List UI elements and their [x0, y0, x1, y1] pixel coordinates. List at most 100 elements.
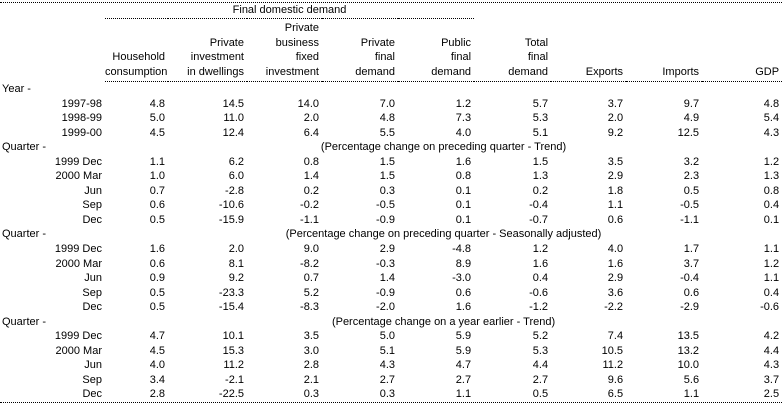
value-cell: 13.5: [677, 330, 700, 343]
column-header-exports: Exports: [551, 18, 627, 82]
data-row: Jun 0.9 9.2 0.7 1.4 -3.0 0.4 2.9 -0.4 1.1: [0, 271, 782, 286]
data-row: Sep 0.6 -10.6 -0.2 -0.5 0.1 -0.4 1.1 -0.5 0.4: [0, 198, 782, 213]
value-cell: 14.5: [222, 97, 244, 110]
value-cell: 1.6: [149, 243, 165, 256]
value-cell: 3.5: [607, 155, 624, 168]
value-cell: 4.3: [379, 359, 395, 372]
value-cell: 2.0: [228, 243, 244, 256]
value-cell: 0.5: [149, 286, 165, 299]
value-cell: 2.0: [607, 112, 624, 125]
value-cell: 4.0: [149, 359, 165, 372]
value-cell: 1.6: [455, 155, 472, 168]
value-cell: 11.2: [223, 359, 244, 372]
data-row: 1999 Dec 4.7 10.1 3.5 5.0 5.9 5.2 7.4 13.5 4.2: [0, 329, 782, 344]
value-cell: 1.2: [532, 243, 549, 256]
value-cell: -15.9: [218, 213, 244, 226]
value-cell: -3.0: [452, 272, 472, 285]
value-cell: 1.6: [455, 301, 472, 314]
section-subtitle: (Percentage change on preceding quarter …: [320, 141, 567, 154]
value-cell: 0.8: [763, 184, 780, 197]
value-cell: 5.2: [532, 330, 549, 343]
row-label: 1999 Dec: [54, 330, 102, 343]
column-header-row: Household consumption Private investment…: [0, 18, 782, 82]
section-header-row: Quarter - (Percentage change on preceding…: [0, 227, 782, 242]
value-cell: 5.9: [455, 344, 472, 357]
row-label: Dec: [82, 213, 102, 226]
value-cell: 2.9: [607, 170, 624, 183]
value-cell: -4.8: [452, 243, 472, 256]
row-label: 2000 Mar: [55, 257, 102, 270]
value-cell: 1.6: [607, 257, 624, 270]
value-cell: 5.4: [763, 112, 780, 125]
value-cell: 0.1: [455, 184, 472, 197]
row-label: Dec: [82, 301, 102, 314]
value-cell: 1.5: [379, 170, 395, 183]
value-cell: 0.4: [763, 199, 780, 212]
value-cell: 9.2: [228, 272, 244, 285]
value-cell: 4.4: [763, 344, 780, 357]
value-cell: 5.0: [379, 330, 395, 343]
value-cell: -22.5: [218, 388, 244, 401]
value-cell: 0.9: [149, 272, 165, 285]
column-header-private-final-demand: Private final demand: [322, 18, 398, 82]
value-cell: 6.0: [228, 170, 244, 183]
data-row: 1998-99 5.0 11.0 2.0 4.8 7.3 5.3 2.0 4.9 5.4: [0, 111, 782, 126]
value-cell: 4.5: [149, 344, 165, 357]
row-label: Sep: [82, 373, 102, 386]
row-label: 2000 Mar: [55, 344, 102, 357]
group-header-row: Final domestic demand: [0, 3, 782, 19]
value-cell: 0.6: [683, 286, 700, 299]
value-cell: 1.0: [149, 170, 165, 183]
value-cell: 4.8: [379, 112, 395, 125]
value-cell: -2.9: [680, 301, 700, 314]
row-label: 1999 Dec: [54, 155, 102, 168]
section-header-row: Quarter - (Percentage change on preceding…: [0, 140, 782, 155]
data-row: Jun 4.0 11.2 2.8 4.3 4.7 4.4 11.2 10.0 4.3: [0, 358, 782, 373]
value-cell: 4.5: [149, 126, 165, 139]
value-cell: 1.5: [379, 155, 395, 168]
value-cell: 0.5: [149, 213, 165, 226]
value-cell: 10.0: [677, 359, 700, 372]
value-cell: 1.3: [763, 170, 780, 183]
value-cell: 0.2: [303, 184, 319, 197]
data-row: Jun 0.7 -2.8 0.2 0.3 0.1 0.2 1.8 0.5 0.8: [0, 184, 782, 199]
value-cell: 12.4: [222, 126, 244, 139]
value-cell: 1.1: [763, 272, 780, 285]
value-cell: -1.2: [529, 301, 549, 314]
value-cell: 4.8: [763, 97, 780, 110]
value-cell: 0.5: [683, 184, 700, 197]
value-cell: 4.3: [763, 126, 780, 139]
value-cell: 9.7: [683, 97, 700, 110]
row-label: Jun: [84, 359, 102, 372]
value-cell: 3.0: [303, 344, 319, 357]
value-cell: 0.1: [455, 199, 472, 212]
column-header-private-business-fixed-investment: Private business fixed investment: [247, 18, 322, 82]
value-cell: 0.6: [149, 257, 165, 270]
value-cell: 2.9: [379, 243, 395, 256]
data-row: 1997-98 4.8 14.5 14.0 7.0 1.2 5.7 3.7 9.7 4.8: [0, 97, 782, 112]
value-cell: 1.1: [683, 388, 700, 401]
value-cell: 8.1: [228, 257, 244, 270]
column-header-gdp: GDP: [702, 18, 782, 82]
group-header-spacer-right: [474, 3, 782, 19]
value-cell: 1.4: [379, 272, 395, 285]
value-cell: -0.9: [376, 286, 395, 299]
value-cell: 6.2: [228, 155, 244, 168]
value-cell: 5.6: [683, 373, 700, 386]
value-cell: 0.1: [763, 213, 780, 226]
value-cell: 4.7: [455, 359, 472, 372]
value-cell: -0.5: [376, 199, 395, 212]
value-cell: 0.3: [379, 388, 395, 401]
data-row: 2000 Mar 1.0 6.0 1.4 1.5 0.8 1.3 2.9 2.3 1.3: [0, 169, 782, 184]
value-cell: 0.1: [455, 213, 472, 226]
value-cell: 1.1: [149, 155, 165, 168]
value-cell: 6.4: [303, 126, 319, 139]
value-cell: 0.8: [303, 155, 319, 168]
data-row: Dec 0.5 -15.4 -8.3 -2.0 1.6 -1.2 -2.2 -2.9 -0.6: [0, 300, 782, 315]
value-cell: -0.4: [680, 272, 700, 285]
column-header-public-final-demand: Public final demand: [398, 18, 475, 82]
value-cell: -1.1: [680, 213, 700, 226]
data-row: 2000 Mar 0.6 8.1 -8.2 -0.3 8.9 1.6 1.6 3.7 1.2: [0, 257, 782, 272]
value-cell: 9.0: [303, 243, 319, 256]
row-label: 1997-98: [61, 97, 102, 110]
